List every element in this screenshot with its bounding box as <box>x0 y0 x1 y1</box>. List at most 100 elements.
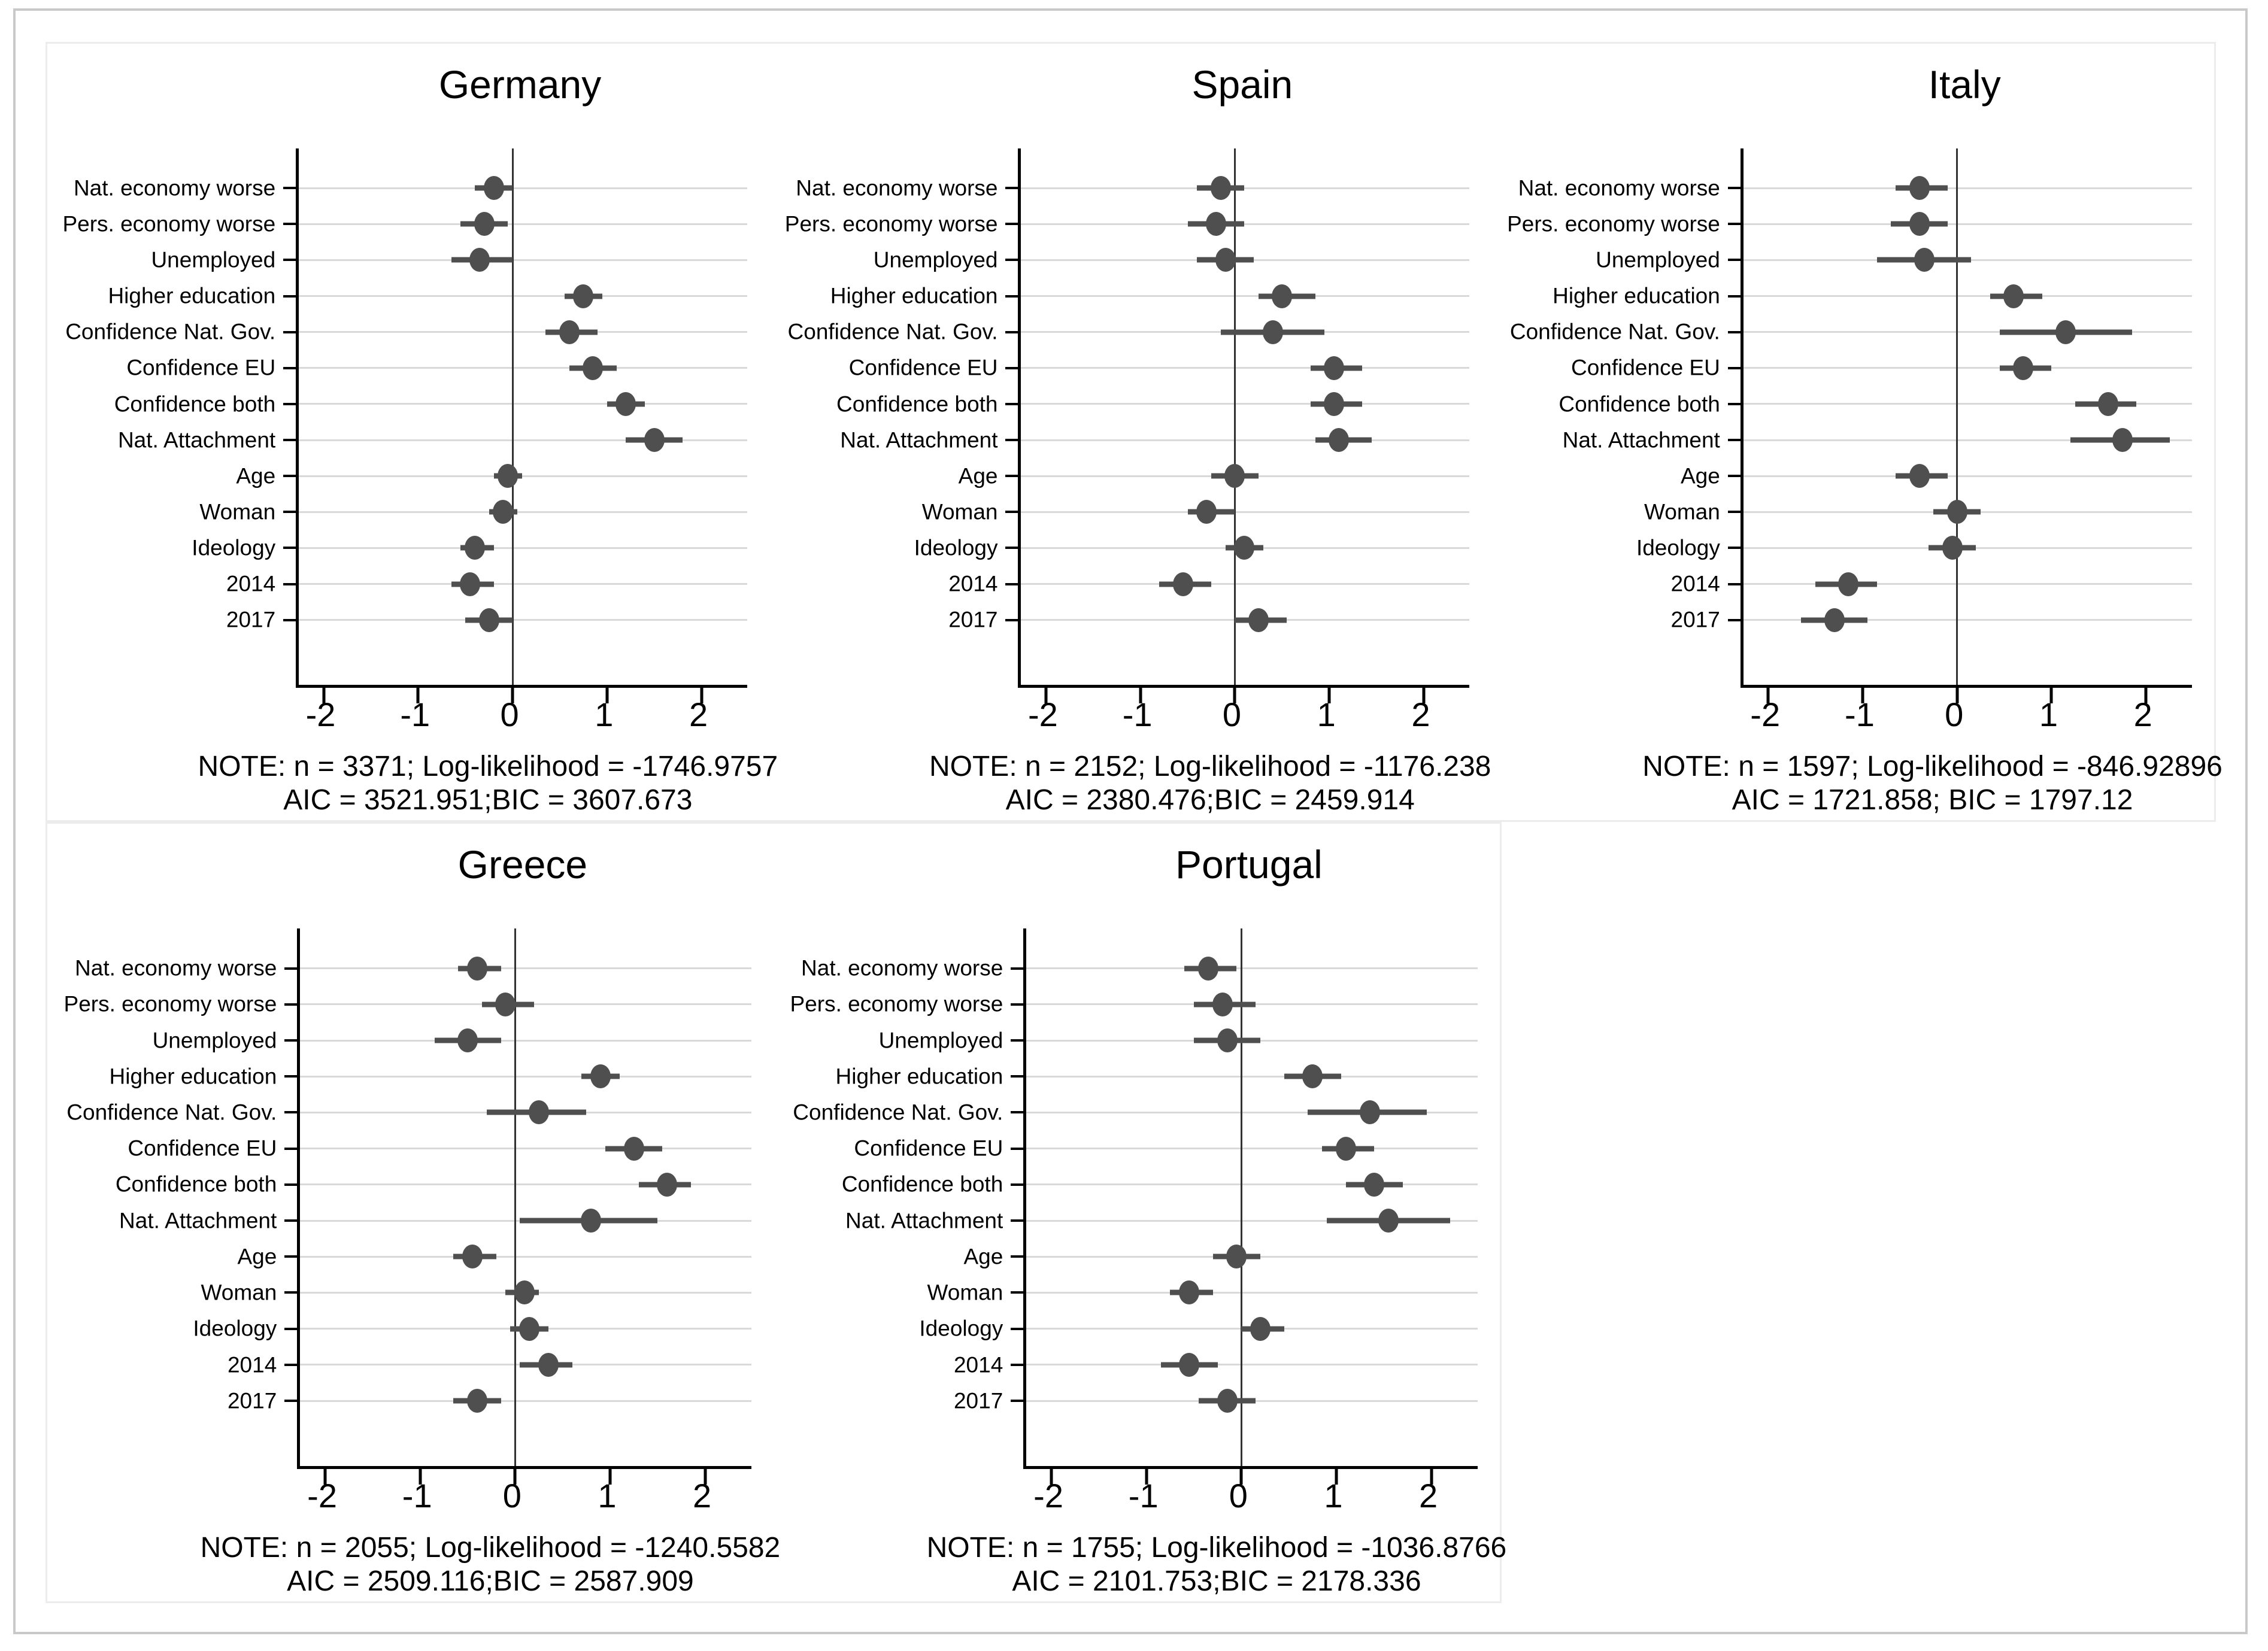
category-label: Confidence both <box>836 391 998 417</box>
x-tick-label: -1 <box>1845 696 1875 734</box>
estimate-dot <box>559 320 580 344</box>
category-label: Age <box>958 463 998 488</box>
y-tick <box>1011 1363 1027 1366</box>
category-label: Confidence EU <box>126 355 276 380</box>
gridline <box>298 439 748 441</box>
gridline <box>1021 403 1470 405</box>
estimate-dot <box>1909 212 1930 236</box>
estimate-dot <box>514 1280 535 1305</box>
gridline <box>298 223 748 225</box>
estimate-dot <box>1212 992 1233 1016</box>
estimate-dot <box>1378 1209 1399 1233</box>
y-tick <box>1727 259 1744 262</box>
y-tick <box>1727 511 1744 514</box>
y-tick <box>284 1291 301 1294</box>
x-tick <box>1050 1465 1053 1485</box>
x-tick <box>323 1465 327 1485</box>
panel-row-bottom: Greece Nat. economy worse Pers. economy wo… <box>46 822 1506 1603</box>
gridline <box>1743 475 2192 477</box>
y-tick <box>1727 582 1744 585</box>
x-tick <box>1766 685 1770 704</box>
x-tick-label: 1 <box>598 1477 617 1515</box>
plot-area <box>1727 148 2192 704</box>
estimate-dot <box>498 464 519 488</box>
x-axis-labels: -2 -1 0 1 2 <box>1741 698 2189 740</box>
zero-reference-line <box>1956 148 1958 685</box>
note-line-2: AIC = 2509.116;BIC = 2587.909 <box>287 1565 694 1597</box>
y-tick <box>1011 1400 1027 1403</box>
y-tick <box>1005 582 1021 585</box>
y-tick <box>284 1111 301 1114</box>
gridline <box>298 619 748 621</box>
category-label: 2014 <box>1670 571 1720 596</box>
y-tick <box>1011 1291 1027 1294</box>
category-label: Woman <box>927 1280 1003 1305</box>
gridline <box>1743 403 2192 405</box>
gridline <box>1026 1075 1478 1078</box>
estimate-dot <box>457 1028 478 1053</box>
y-tick <box>283 402 299 405</box>
category-label: Pers. economy worse <box>790 991 1003 1016</box>
gridline <box>1743 367 2192 369</box>
plot-area <box>1011 928 1478 1485</box>
gridline <box>298 331 748 333</box>
y-tick <box>284 1219 301 1222</box>
gridline <box>298 367 748 369</box>
gridline <box>1021 295 1470 298</box>
estimate-dot <box>1217 1389 1238 1413</box>
gridline <box>1026 967 1478 970</box>
category-label: 2017 <box>226 607 276 632</box>
category-label: Nat. Attachment <box>117 427 276 453</box>
y-tick <box>1011 1183 1027 1186</box>
estimate-dot <box>1217 1028 1238 1053</box>
panel-title: Germany <box>438 62 602 107</box>
y-tick <box>284 1255 301 1258</box>
y-tick <box>283 475 299 478</box>
category-label: Age <box>237 1244 277 1269</box>
gridline <box>1026 1219 1478 1222</box>
x-tick <box>1044 685 1048 704</box>
note-line-2: AIC = 1721.858; BIC = 1797.12 <box>1732 784 2133 816</box>
category-label: Pers. economy worse <box>1507 211 1720 236</box>
category-label: Confidence both <box>841 1172 1003 1197</box>
category-label: Confidence EU <box>1570 355 1720 380</box>
y-tick <box>283 439 299 442</box>
estimate-dot <box>493 500 514 524</box>
estimate-dot <box>538 1352 559 1377</box>
y-tick <box>1005 475 1021 478</box>
category-label: Nat. economy worse <box>75 955 277 981</box>
estimate-dot <box>2112 428 2133 453</box>
x-tick <box>416 685 420 704</box>
estimate-dot <box>583 356 604 380</box>
zero-reference-line <box>514 928 516 1466</box>
x-tick <box>513 1465 517 1485</box>
category-label: Pers. economy worse <box>62 211 276 236</box>
gridline <box>298 403 748 405</box>
gridline <box>1743 619 2192 621</box>
x-tick-label: -2 <box>1033 1477 1063 1515</box>
panel-title: Greece <box>457 842 588 887</box>
estimate-dot <box>529 1100 549 1125</box>
x-tick-label: 2 <box>2133 696 2152 734</box>
y-tick <box>1005 547 1021 550</box>
estimate-dot <box>1272 284 1293 308</box>
x-tick <box>1239 1465 1243 1485</box>
estimate-dot <box>1224 464 1245 488</box>
y-tick <box>283 511 299 514</box>
estimate-dot <box>1942 536 1963 560</box>
y-tick <box>1727 330 1744 333</box>
y-tick <box>1005 259 1021 262</box>
category-label: 2014 <box>953 1352 1003 1377</box>
y-tick <box>1727 295 1744 298</box>
estimate-dot <box>1364 1172 1385 1197</box>
estimate-dot <box>2055 320 2076 344</box>
category-label: Nat. economy worse <box>73 175 276 201</box>
estimate-dot <box>615 391 636 416</box>
zero-reference-line <box>1240 928 1242 1466</box>
category-label: Pers. economy worse <box>63 991 277 1016</box>
estimate-dot <box>1359 1100 1380 1125</box>
category-label: Ideology <box>919 1316 1003 1341</box>
x-tick-label: 0 <box>500 696 519 734</box>
estimate-dot <box>1335 1136 1356 1161</box>
y-tick <box>1005 223 1021 226</box>
